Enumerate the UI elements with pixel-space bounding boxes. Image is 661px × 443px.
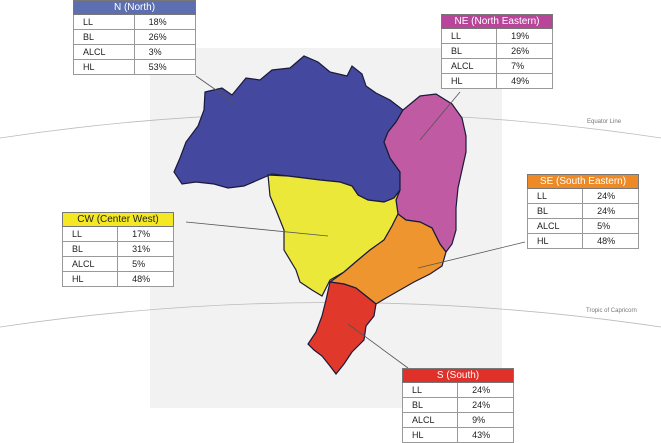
south-title: S (South) [402,368,514,383]
row-label: BL [73,29,135,45]
row-value: 18% [133,14,197,30]
row-label: HL [440,73,498,89]
row-value: 5% [117,256,174,272]
south-table: S (South) LL 24% BL 24% ALCL 9% HL 43% [401,368,514,443]
row-label: ALCL [73,44,135,60]
row-label: BL [440,43,498,59]
north-east-title: NE (North Eastern) [441,14,553,29]
row-label: HL [61,271,119,287]
table-row: BL 31% [61,241,174,257]
south-east-table: SE (South Eastern) LL 24% BL 24% ALCL 5% HL… [526,174,639,249]
row-label: ALCL [440,58,498,74]
tropic-label: Tropic of Capricorn [586,308,637,314]
row-value: 24% [457,382,514,398]
table-row: ALCL 5% [526,218,639,234]
row-value: 5% [582,218,639,234]
leader-south-east [417,241,526,269]
center-west-table: CW (Center West) LL 17% BL 31% ALCL 5% HL 48… [61,212,174,287]
leader-south [347,323,409,369]
table-row: ALCL 7% [440,58,553,74]
row-value: 26% [496,43,553,59]
row-value: 24% [582,188,639,204]
row-label: LL [526,188,584,204]
row-value: 9% [457,412,514,428]
row-value: 3% [133,44,197,60]
row-label: ALCL [401,412,459,428]
row-value: 43% [457,427,514,443]
table-row: LL 19% [440,28,553,44]
table-row: HL 48% [61,271,174,287]
region-south-east[interactable] [328,213,447,305]
row-value: 49% [496,73,553,89]
row-label: LL [61,226,119,242]
table-row: HL 43% [401,427,514,443]
leader-center-west [185,221,329,237]
row-value: 26% [133,29,197,45]
equator-label: Equator Line [587,119,622,125]
table-row: HL 53% [73,59,197,75]
table-row: ALCL 3% [73,44,197,60]
row-label: BL [61,241,119,257]
leader-north [195,75,237,105]
row-value: 24% [457,397,514,413]
north-title: N (North) [73,0,196,15]
row-label: LL [73,14,135,30]
table-row: LL 24% [401,382,514,398]
row-label: LL [440,28,498,44]
row-value: 48% [582,233,639,249]
center-west-title: CW (Center West) [62,212,174,227]
row-label: ALCL [61,256,119,272]
row-value: 17% [117,226,174,242]
row-value: 7% [496,58,553,74]
table-row: BL 26% [73,29,197,45]
table-row: LL 24% [526,188,639,204]
north-east-table: NE (North Eastern) LL 19% BL 26% ALCL 7% HL… [440,14,553,89]
row-label: BL [401,397,459,413]
south-east-title: SE (South Eastern) [527,174,639,189]
table-row: LL 18% [73,14,197,30]
leader-north-east [419,91,461,141]
table-row: BL 26% [440,43,553,59]
row-label: HL [73,59,135,75]
row-label: BL [526,203,584,219]
row-value: 19% [496,28,553,44]
table-row: BL 24% [401,397,514,413]
north-table: N (North) LL 18% BL 26% ALCL 3% HL 53% [73,0,197,75]
table-row: HL 48% [526,233,639,249]
row-value: 31% [117,241,174,257]
table-row: ALCL 9% [401,412,514,428]
row-label: LL [401,382,459,398]
row-label: HL [526,233,584,249]
row-value: 53% [133,59,197,75]
table-row: HL 49% [440,73,553,89]
table-row: LL 17% [61,226,174,242]
table-row: ALCL 5% [61,256,174,272]
row-value: 24% [582,203,639,219]
table-row: BL 24% [526,203,639,219]
row-label: ALCL [526,218,584,234]
row-value: 48% [117,271,174,287]
region-south[interactable] [307,281,377,375]
row-label: HL [401,427,459,443]
